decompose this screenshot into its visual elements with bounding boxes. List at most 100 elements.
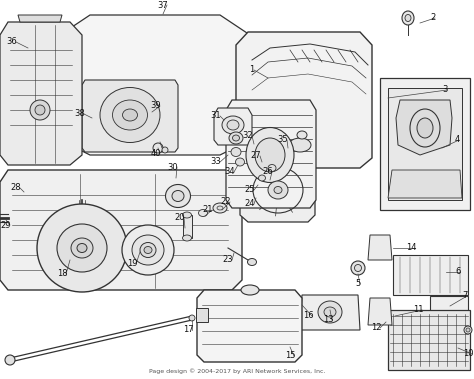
Ellipse shape bbox=[77, 243, 87, 252]
Ellipse shape bbox=[297, 131, 307, 139]
Ellipse shape bbox=[405, 14, 411, 22]
Polygon shape bbox=[236, 32, 372, 168]
Text: 35: 35 bbox=[278, 136, 288, 144]
Text: 17: 17 bbox=[182, 326, 193, 335]
Ellipse shape bbox=[140, 243, 156, 257]
Ellipse shape bbox=[144, 246, 152, 254]
Text: Page design © 2004-2017 by ARI Network Services, Inc.: Page design © 2004-2017 by ARI Network S… bbox=[149, 368, 325, 374]
Ellipse shape bbox=[466, 328, 470, 332]
Ellipse shape bbox=[122, 225, 174, 275]
Ellipse shape bbox=[355, 265, 362, 271]
Ellipse shape bbox=[268, 164, 276, 172]
Text: 15: 15 bbox=[285, 351, 295, 360]
Polygon shape bbox=[388, 170, 462, 198]
Ellipse shape bbox=[213, 203, 227, 213]
Polygon shape bbox=[393, 255, 468, 295]
Ellipse shape bbox=[318, 301, 342, 323]
Ellipse shape bbox=[246, 127, 294, 183]
Text: 40: 40 bbox=[151, 149, 161, 158]
Text: 20: 20 bbox=[175, 213, 185, 222]
Polygon shape bbox=[183, 215, 192, 238]
Text: 39: 39 bbox=[151, 102, 161, 111]
Polygon shape bbox=[197, 290, 302, 362]
Text: 10: 10 bbox=[463, 349, 473, 359]
Ellipse shape bbox=[464, 326, 472, 334]
Text: 27: 27 bbox=[251, 152, 261, 160]
Polygon shape bbox=[0, 22, 82, 165]
Text: 18: 18 bbox=[57, 269, 67, 279]
Ellipse shape bbox=[324, 307, 336, 317]
Polygon shape bbox=[0, 170, 242, 290]
Ellipse shape bbox=[231, 147, 241, 157]
Text: 5: 5 bbox=[356, 279, 361, 288]
Text: 34: 34 bbox=[225, 168, 235, 177]
Text: 7: 7 bbox=[462, 291, 468, 301]
Ellipse shape bbox=[233, 135, 239, 141]
Ellipse shape bbox=[165, 185, 191, 207]
Text: 26: 26 bbox=[263, 168, 273, 177]
Text: 28: 28 bbox=[11, 183, 21, 193]
Text: 31: 31 bbox=[210, 111, 221, 121]
Ellipse shape bbox=[217, 206, 223, 210]
Ellipse shape bbox=[351, 261, 365, 275]
Ellipse shape bbox=[274, 186, 282, 194]
Ellipse shape bbox=[199, 210, 208, 216]
Ellipse shape bbox=[122, 109, 137, 121]
Polygon shape bbox=[388, 88, 462, 200]
Text: 4: 4 bbox=[455, 136, 460, 144]
Ellipse shape bbox=[247, 258, 256, 266]
Text: 1: 1 bbox=[249, 66, 255, 75]
Polygon shape bbox=[368, 235, 392, 260]
Ellipse shape bbox=[229, 132, 243, 144]
Ellipse shape bbox=[162, 147, 168, 153]
Text: 19: 19 bbox=[127, 260, 137, 268]
Text: 16: 16 bbox=[303, 312, 313, 321]
Polygon shape bbox=[396, 100, 452, 155]
Text: 24: 24 bbox=[245, 199, 255, 208]
Ellipse shape bbox=[37, 204, 127, 292]
Text: 32: 32 bbox=[243, 132, 253, 141]
Text: 37: 37 bbox=[158, 0, 168, 9]
Ellipse shape bbox=[268, 181, 288, 199]
Ellipse shape bbox=[30, 100, 50, 120]
Text: 30: 30 bbox=[168, 163, 178, 172]
Polygon shape bbox=[430, 296, 468, 316]
Polygon shape bbox=[388, 310, 470, 370]
Polygon shape bbox=[18, 15, 62, 22]
Ellipse shape bbox=[182, 235, 191, 241]
Ellipse shape bbox=[255, 138, 285, 172]
Polygon shape bbox=[226, 100, 316, 208]
Bar bbox=[196, 308, 208, 322]
Ellipse shape bbox=[71, 238, 93, 258]
Text: 38: 38 bbox=[74, 110, 85, 119]
Text: 36: 36 bbox=[7, 38, 18, 47]
Polygon shape bbox=[300, 295, 360, 330]
Ellipse shape bbox=[289, 138, 311, 152]
Text: 2: 2 bbox=[430, 14, 436, 22]
Polygon shape bbox=[262, 155, 278, 168]
Ellipse shape bbox=[182, 212, 191, 218]
Polygon shape bbox=[60, 15, 250, 155]
Ellipse shape bbox=[402, 11, 414, 25]
Ellipse shape bbox=[222, 116, 244, 134]
Text: 12: 12 bbox=[371, 324, 381, 332]
Ellipse shape bbox=[153, 143, 163, 153]
Ellipse shape bbox=[236, 158, 245, 166]
Text: 25: 25 bbox=[245, 185, 255, 194]
Ellipse shape bbox=[132, 235, 164, 265]
Text: 21: 21 bbox=[203, 205, 213, 215]
Ellipse shape bbox=[241, 285, 259, 295]
Ellipse shape bbox=[5, 355, 15, 365]
Polygon shape bbox=[368, 298, 392, 325]
Ellipse shape bbox=[112, 100, 147, 130]
Ellipse shape bbox=[57, 224, 107, 272]
Polygon shape bbox=[240, 158, 315, 222]
Text: 13: 13 bbox=[323, 315, 333, 324]
Text: 11: 11 bbox=[413, 305, 423, 315]
Polygon shape bbox=[380, 78, 470, 210]
Ellipse shape bbox=[227, 120, 239, 130]
Text: 3: 3 bbox=[442, 86, 447, 94]
Polygon shape bbox=[82, 80, 178, 152]
Ellipse shape bbox=[35, 105, 45, 115]
Ellipse shape bbox=[417, 118, 433, 138]
